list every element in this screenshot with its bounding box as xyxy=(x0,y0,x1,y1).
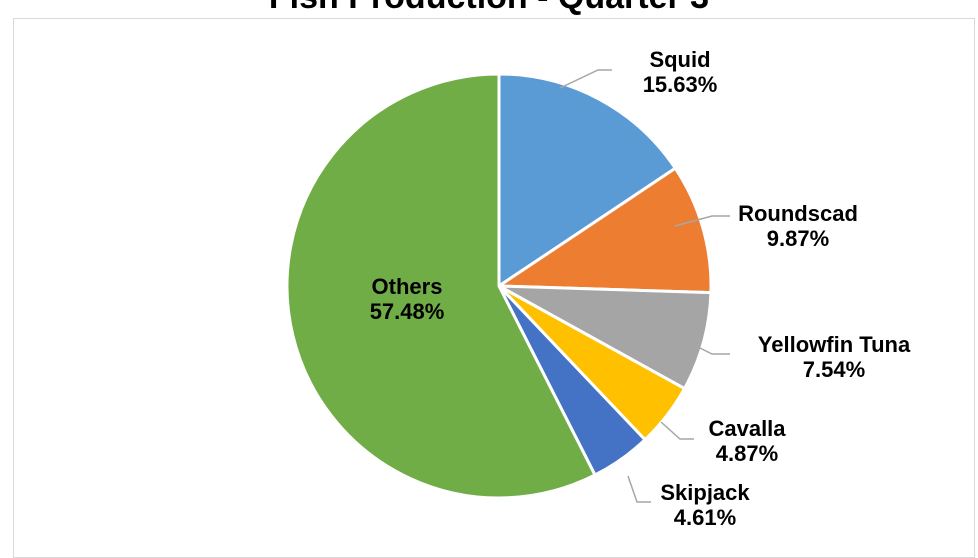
data-label-skipjack-value: 4.61% xyxy=(674,505,736,530)
data-label-squid-value: 15.63% xyxy=(643,72,718,97)
leader-line-squid xyxy=(559,69,612,89)
data-label-yellowfin-tuna-value: 7.54% xyxy=(803,357,865,382)
pie-slice-yellowfin-tuna xyxy=(497,284,713,391)
leader-line-skipjack xyxy=(627,475,651,503)
leader-line-yellowfin-tuna xyxy=(693,344,730,355)
data-label-cavalla-name: Cavalla xyxy=(708,416,786,441)
leader-line-cavalla xyxy=(660,421,694,440)
data-label-cavalla-value: 4.87% xyxy=(716,441,778,466)
data-label-skipjack-name: Skipjack xyxy=(660,480,750,505)
leader-line-roundscad xyxy=(674,215,730,227)
pie-slice-others xyxy=(285,72,597,500)
pie-slice-roundscad xyxy=(497,166,713,295)
data-label-roundscad-value: 9.87% xyxy=(767,226,829,251)
data-label-squid-name: Squid xyxy=(649,47,710,72)
data-label-roundscad-name: Roundscad xyxy=(738,201,858,226)
pie-slice-squid xyxy=(497,72,677,288)
data-label-yellowfin-tuna-name: Yellowfin Tuna xyxy=(758,332,911,357)
chart-title: Fish Production - Quarter 3 xyxy=(0,0,978,17)
data-label-others-value: 57.48% xyxy=(370,299,445,324)
data-label-others-name: Others xyxy=(372,274,443,299)
